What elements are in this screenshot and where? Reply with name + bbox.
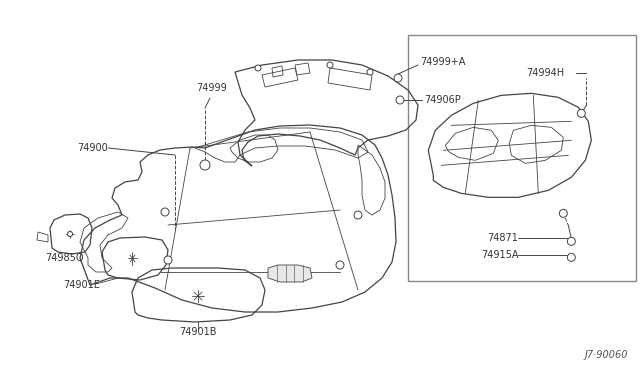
Circle shape xyxy=(255,65,261,71)
Circle shape xyxy=(394,74,402,82)
Circle shape xyxy=(577,109,586,117)
Text: 74906P: 74906P xyxy=(424,95,461,105)
Circle shape xyxy=(567,237,575,246)
Text: 74901B: 74901B xyxy=(179,327,217,337)
Circle shape xyxy=(161,208,169,216)
Text: 74900: 74900 xyxy=(77,143,108,153)
Circle shape xyxy=(559,209,567,217)
Circle shape xyxy=(336,261,344,269)
Bar xyxy=(408,35,636,281)
Circle shape xyxy=(327,62,333,68)
Text: 74871: 74871 xyxy=(488,233,518,243)
Text: 74901E: 74901E xyxy=(63,280,100,290)
Circle shape xyxy=(67,231,72,237)
Circle shape xyxy=(200,160,210,170)
Polygon shape xyxy=(268,265,312,282)
Circle shape xyxy=(567,253,575,262)
Circle shape xyxy=(367,69,373,75)
Text: 74915A: 74915A xyxy=(481,250,518,260)
Text: 74999+A: 74999+A xyxy=(420,57,465,67)
Text: 74999: 74999 xyxy=(196,83,227,93)
Text: 74985Q: 74985Q xyxy=(45,253,83,263)
Text: 74994H: 74994H xyxy=(526,68,564,78)
Text: J7·90060: J7·90060 xyxy=(584,350,628,360)
Circle shape xyxy=(164,256,172,264)
Circle shape xyxy=(396,96,404,104)
Circle shape xyxy=(354,211,362,219)
